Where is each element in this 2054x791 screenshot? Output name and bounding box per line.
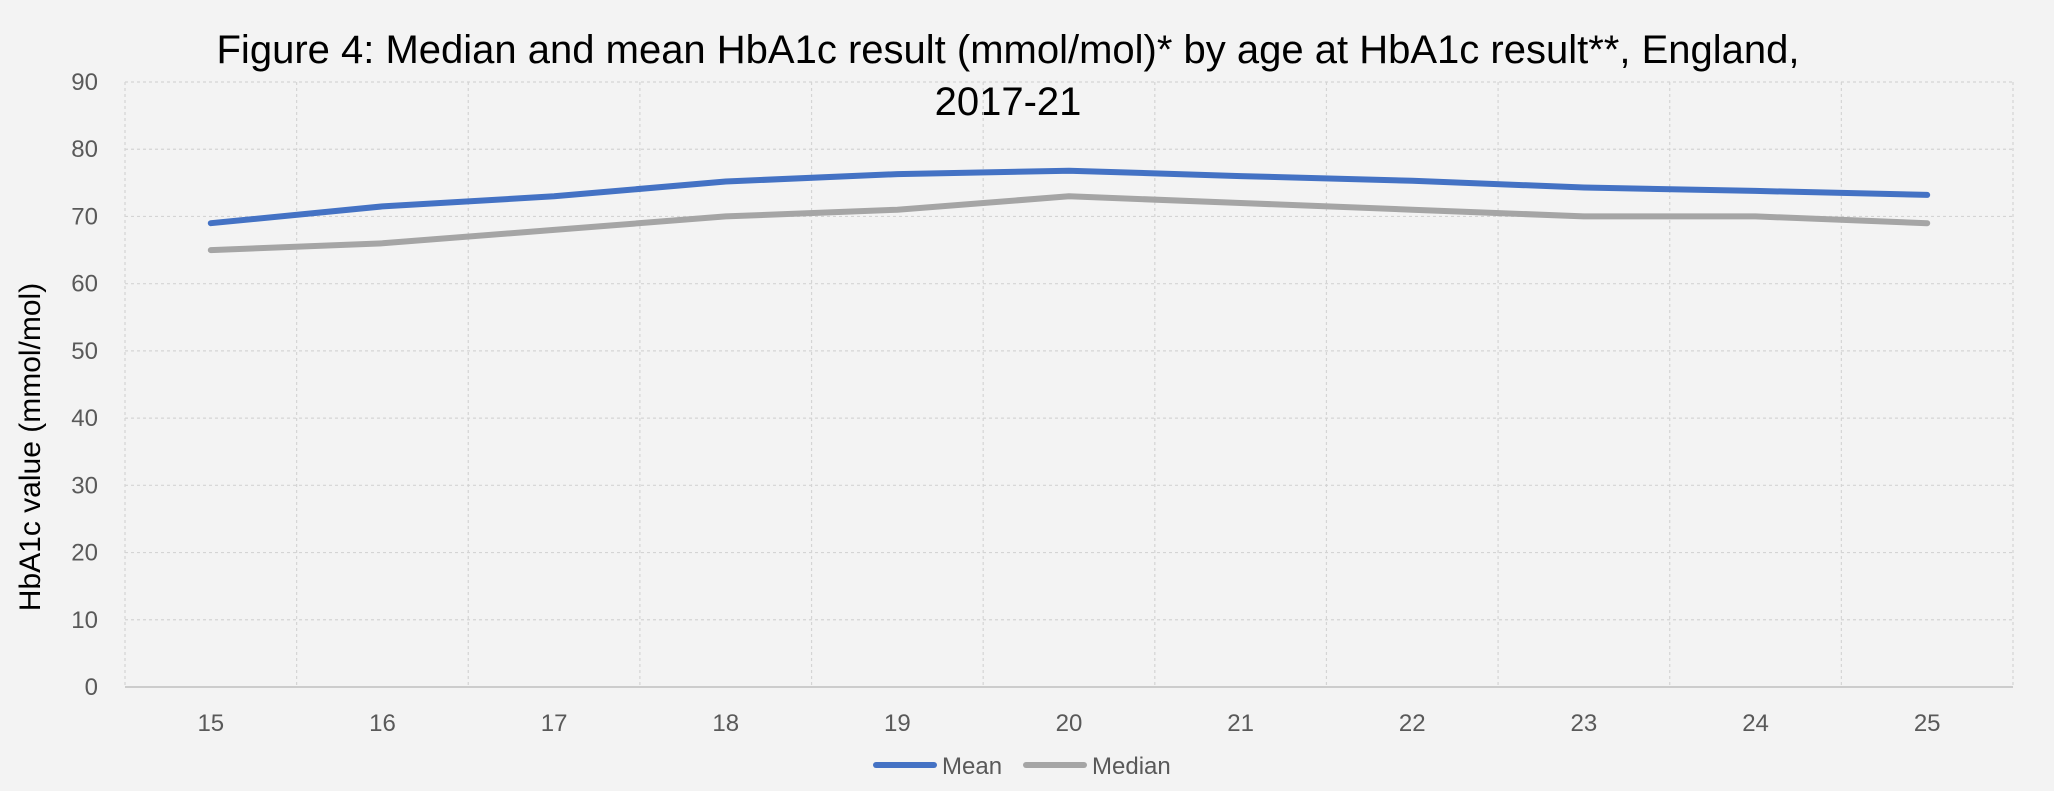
x-tick-label: 17 <box>541 710 568 737</box>
x-tick-label: 16 <box>369 710 396 737</box>
chart-title-line-2: 2017-21 <box>935 80 1082 124</box>
y-tick-label: 40 <box>71 405 98 432</box>
x-tick-label: 18 <box>712 710 739 737</box>
x-tick-labels: 15 16 17 18 19 20 21 22 23 24 25 <box>197 710 1940 737</box>
x-tick-label: 22 <box>1399 710 1426 737</box>
x-tick-label: 20 <box>1056 710 1083 737</box>
legend-label-mean: Mean <box>942 753 1002 780</box>
x-tick-label: 19 <box>884 710 911 737</box>
y-tick-labels: 0 10 20 30 40 50 60 70 80 90 <box>71 69 98 701</box>
series-line-mean <box>207 167 1931 227</box>
y-tick-label: 80 <box>71 136 98 163</box>
y-tick-label: 90 <box>71 69 98 96</box>
y-tick-label: 50 <box>71 338 98 365</box>
x-tick-label: 23 <box>1571 710 1598 737</box>
x-tick-label: 24 <box>1742 710 1769 737</box>
series-lines <box>207 167 1931 254</box>
legend-label-median: Median <box>1092 753 1171 780</box>
chart-title-line-1: Figure 4: Median and mean HbA1c result (… <box>217 28 1800 72</box>
y-tick-label: 30 <box>71 472 98 499</box>
legend: Mean Median <box>873 753 1171 780</box>
y-axis-title: HbA1c value (mmol/mol) <box>14 283 47 611</box>
y-tick-label: 20 <box>71 540 98 567</box>
y-tick-label: 60 <box>71 271 98 298</box>
x-tick-label: 15 <box>197 710 224 737</box>
x-tick-label: 21 <box>1227 710 1254 737</box>
gridlines <box>124 81 2014 687</box>
y-tick-label: 0 <box>85 674 98 701</box>
y-tick-label: 70 <box>71 203 98 230</box>
series-line-median <box>207 193 1931 254</box>
y-tick-label: 10 <box>71 607 98 634</box>
x-tick-label: 25 <box>1914 710 1941 737</box>
